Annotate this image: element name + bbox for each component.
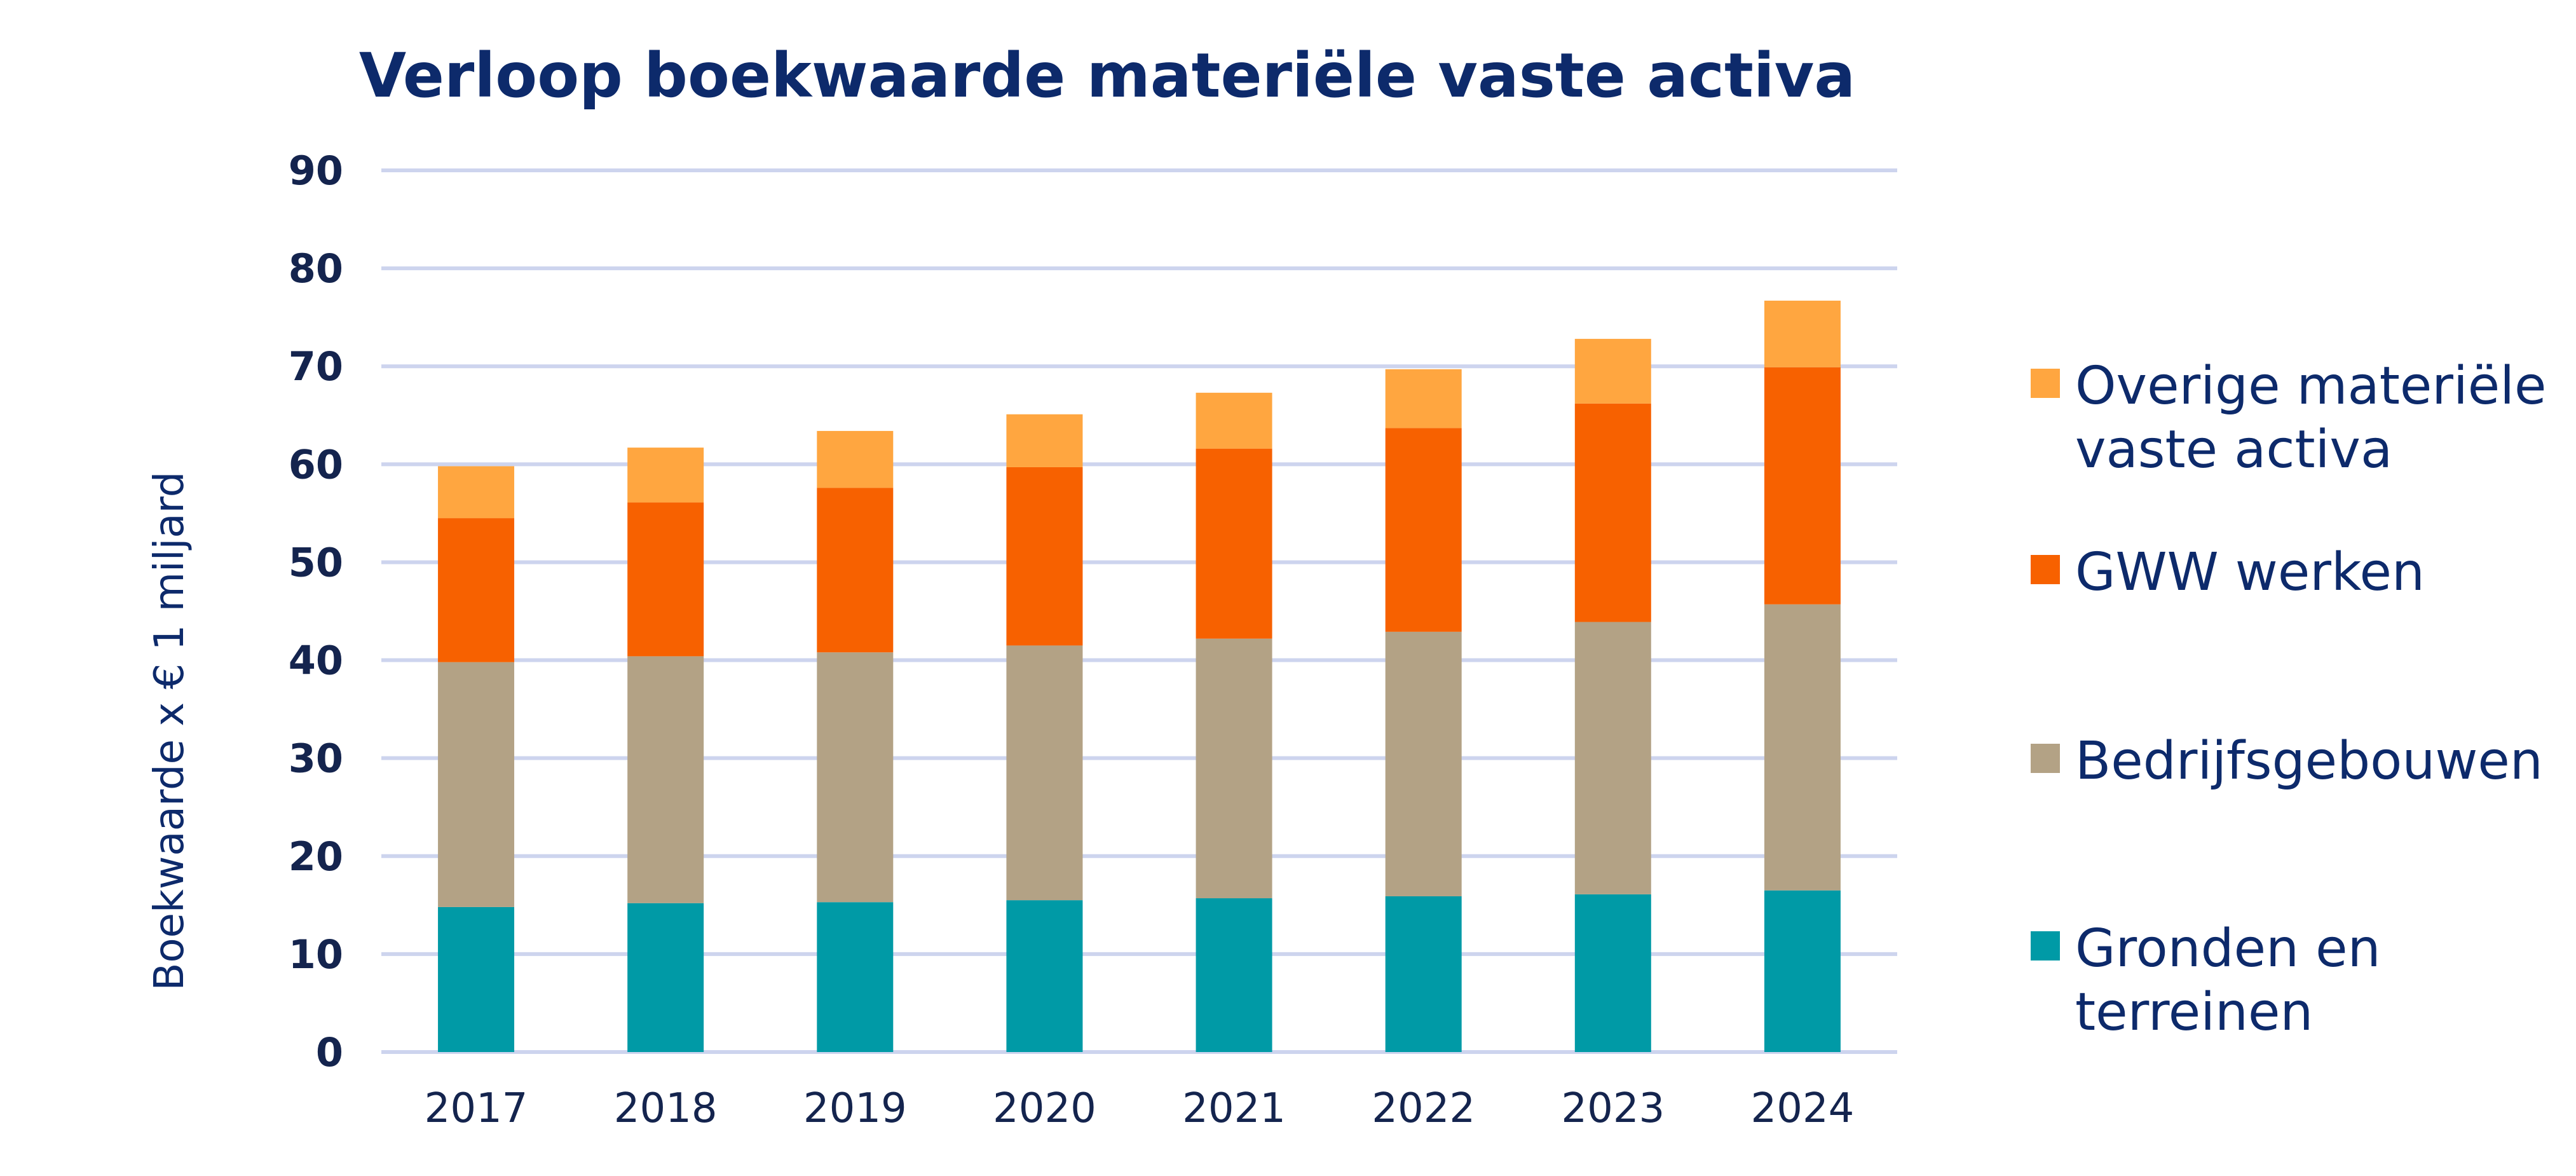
y-tick-label: 80 (289, 245, 343, 292)
bar-segment (627, 502, 704, 657)
bar-segment (1196, 392, 1272, 449)
bar-segment (1764, 300, 1841, 367)
legend-label: GWW werken (2075, 542, 2425, 603)
x-tick-label: 2019 (803, 1085, 907, 1132)
x-axis-ticks: 2017 2018 2019 2020 2021 2022 2023 2024 (425, 1085, 1855, 1132)
legend-label: Bedrijfsgebouwen (2075, 731, 2543, 791)
legend-swatch (2031, 931, 2060, 961)
bar-segment (1006, 467, 1083, 646)
y-tick-label: 0 (316, 1029, 343, 1076)
y-axis-label: Boekwaarde x € 1 miljard (146, 472, 193, 991)
bar-segment (1196, 448, 1272, 639)
gridlines (381, 168, 1897, 1054)
bar-segment (438, 906, 515, 1052)
legend-swatch (2031, 369, 2060, 398)
x-tick-label: 2023 (1561, 1085, 1665, 1132)
legend-swatch (2031, 555, 2060, 584)
bar-segment (627, 656, 704, 903)
x-tick-label: 2022 (1372, 1085, 1475, 1132)
bar-segment (1574, 339, 1651, 404)
bar-segment (1385, 369, 1462, 428)
y-tick-label: 40 (289, 638, 343, 684)
y-tick-label: 30 (289, 735, 343, 782)
bar-segment (1574, 403, 1651, 622)
bar-segment (1006, 414, 1083, 467)
bar-segment (627, 903, 704, 1052)
bar-segment (1574, 622, 1651, 894)
bar-segment (438, 662, 515, 907)
x-tick-label: 2020 (993, 1085, 1096, 1132)
bar-segment (1385, 428, 1462, 632)
x-tick-label: 2018 (614, 1085, 718, 1132)
legend-label: Overige materiële (2075, 356, 2546, 416)
legend-item: GWW werken (2031, 542, 2425, 603)
legend-label: vaste activa (2075, 420, 2392, 480)
bar-segment (1764, 604, 1841, 891)
bars (438, 300, 1841, 1052)
bar-segment (1764, 367, 1841, 605)
legend-label: terreinen (2075, 982, 2313, 1043)
bar-segment (1196, 638, 1272, 899)
bar-segment (817, 488, 894, 653)
y-tick-label: 10 (289, 931, 343, 978)
bar-segment (1196, 898, 1272, 1052)
bar-segment (1385, 631, 1462, 896)
bar-segment (1574, 894, 1651, 1052)
y-tick-label: 70 (289, 343, 343, 390)
bar-segment (817, 902, 894, 1052)
bar-segment (438, 518, 515, 662)
bar-segment (817, 652, 894, 903)
x-tick-label: 2021 (1182, 1085, 1286, 1132)
y-tick-label: 90 (289, 147, 343, 194)
y-tick-label: 20 (289, 833, 343, 880)
bar-segment (438, 466, 515, 519)
bar-segment (1006, 645, 1083, 901)
x-tick-label: 2024 (1751, 1085, 1855, 1132)
bar-segment (1006, 900, 1083, 1052)
legend-label: Gronden en (2075, 919, 2381, 979)
bar-segment (1764, 890, 1841, 1052)
y-axis-ticks: 0 10 20 30 40 50 60 70 80 90 (289, 147, 343, 1076)
bar-segment (1385, 896, 1462, 1052)
y-tick-label: 50 (289, 539, 343, 585)
bar-segment (817, 430, 894, 488)
legend-item: Bedrijfsgebouwen (2031, 731, 2543, 791)
bar-segment (627, 448, 704, 503)
x-tick-label: 2017 (425, 1085, 528, 1132)
legend-swatch (2031, 744, 2060, 773)
chart-title: Verloop boekwaarde materiële vaste activ… (359, 40, 1855, 111)
y-tick-label: 60 (289, 441, 343, 488)
